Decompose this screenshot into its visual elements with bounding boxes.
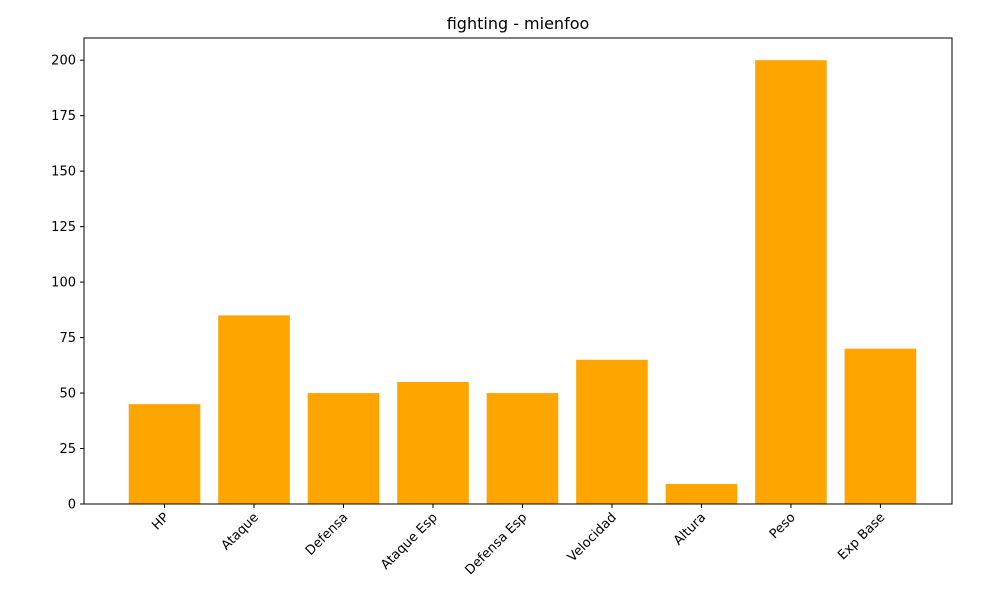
- y-tick-label: 150: [51, 165, 76, 180]
- plot-frame: [83, 37, 953, 505]
- x-tick-label: HP: [149, 510, 172, 533]
- y-tick-label: 125: [51, 220, 76, 235]
- bar-exp-base: [844, 348, 917, 504]
- y-tick-label: 50: [59, 387, 76, 402]
- x-tick-label: Defensa Esp: [462, 510, 530, 578]
- x-tick-label: Velocidad: [565, 510, 620, 565]
- bar-altura: [665, 484, 738, 504]
- x-tick-label: Altura: [671, 510, 709, 548]
- y-tick-label: 25: [59, 442, 76, 457]
- y-tick-label: 75: [59, 331, 76, 346]
- chart-title: fighting - mienfoo: [447, 14, 590, 33]
- bar-peso: [755, 60, 827, 504]
- bar-velocidad: [576, 359, 648, 504]
- y-tick-label: 200: [51, 54, 76, 69]
- bar-ataque-esp: [397, 381, 469, 504]
- x-tick-label: Exp Base: [835, 510, 888, 563]
- bar-ataque: [218, 315, 290, 504]
- x-tick-label: Defensa: [303, 510, 351, 558]
- y-axis: 0 25 50 75 100 125 150 175 200: [51, 54, 84, 513]
- x-tick-label: Ataque Esp: [378, 510, 441, 573]
- x-tick-label: Ataque: [219, 510, 262, 553]
- y-tick-label: 175: [51, 109, 76, 124]
- x-tick-label: Peso: [767, 510, 799, 542]
- bar-defensa-esp: [486, 393, 559, 504]
- y-tick-label: 100: [51, 276, 76, 291]
- bars-group: [128, 60, 917, 504]
- bar-hp: [128, 404, 201, 504]
- x-axis: HP Ataque Defensa Ataque Esp Defensa Esp Velo…: [149, 504, 888, 578]
- bar-defensa: [307, 393, 380, 504]
- y-tick-label: 0: [68, 498, 76, 513]
